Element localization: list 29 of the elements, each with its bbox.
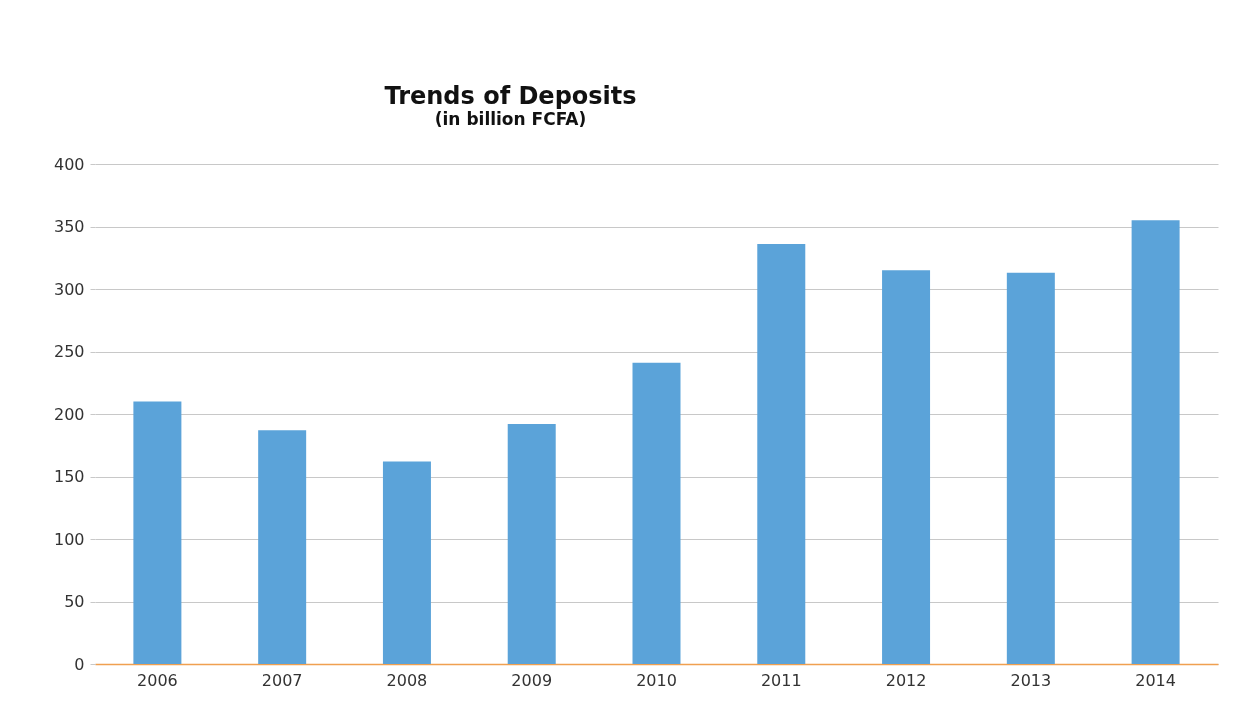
bar — [1006, 272, 1055, 664]
x-tick-label: 2008 — [386, 670, 428, 690]
y-tick-label: 150 — [53, 467, 85, 486]
chart-title: Trends of Deposits — [384, 82, 637, 110]
y-tick-label: 0 — [74, 654, 85, 674]
bar — [382, 461, 431, 664]
bar — [632, 362, 681, 664]
y-tick-label: 50 — [64, 592, 85, 611]
x-tick-label: 2013 — [1010, 670, 1052, 690]
y-tick-label: 400 — [53, 154, 85, 174]
bar — [258, 430, 307, 664]
x-tick-label: 2011 — [760, 670, 802, 690]
y-tick-label: 200 — [53, 404, 85, 424]
y-tick-label: 350 — [53, 217, 85, 236]
x-tick-label: 2009 — [511, 670, 553, 690]
y-tick-label: 300 — [53, 279, 85, 299]
x-tick-label: 2012 — [885, 670, 927, 690]
bar — [507, 424, 556, 664]
x-tick-label: 2010 — [636, 670, 677, 690]
bar — [133, 401, 182, 664]
x-tick-label: 2014 — [1135, 670, 1176, 690]
x-tick-label: 2006 — [137, 670, 178, 690]
y-tick-label: 100 — [53, 529, 85, 549]
x-tick-label: 2007 — [261, 670, 303, 690]
bar — [757, 244, 806, 664]
y-tick-label: 250 — [53, 342, 85, 361]
bar — [882, 270, 931, 664]
chart-subtitle: (in billion FCFA) — [434, 109, 587, 129]
bar — [1131, 220, 1180, 664]
